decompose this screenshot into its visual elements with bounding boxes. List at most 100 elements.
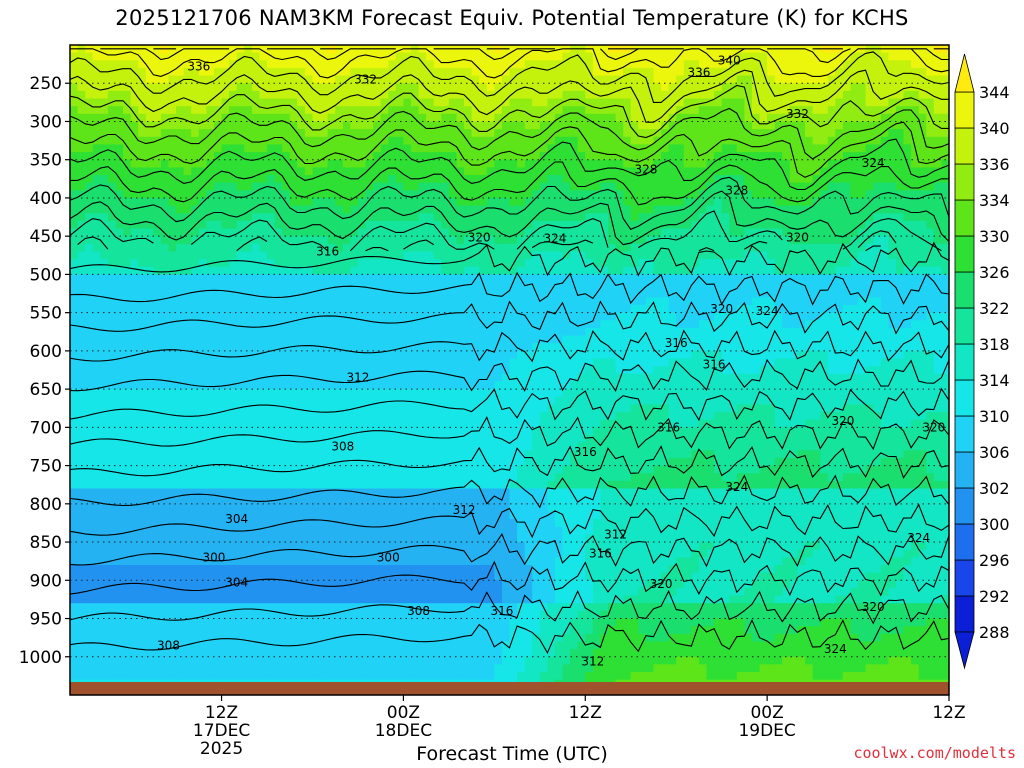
field-cell [214,595,223,604]
field-cell [274,167,283,176]
field-cell [342,435,351,444]
field-cell [509,136,518,145]
field-cell [70,243,79,252]
field-cell [464,251,473,260]
field-cell [395,358,404,367]
field-cell [92,511,101,520]
field-cell [320,289,329,298]
field-cell [335,603,344,612]
field-cell [259,649,268,658]
field-cell [426,557,435,566]
field-cell [274,549,283,558]
field-cell [274,327,283,337]
field-cell [259,144,268,153]
field-cell [471,282,480,291]
field-cell [77,205,86,214]
field-cell [312,641,321,650]
field-cell [282,358,291,367]
field-cell [130,603,139,612]
field-cell [350,243,359,252]
field-cell [297,565,306,574]
field-cell [123,641,132,650]
field-cell [267,197,276,207]
field-cell [479,649,488,658]
field-cell [138,289,147,298]
field-cell [509,121,518,130]
field-cell [168,587,177,597]
field-cell [259,129,268,138]
field-cell [191,167,200,176]
field-cell [335,526,344,535]
field-cell [153,427,162,436]
field-cell [244,419,253,428]
field-cell [297,358,306,367]
field-cell [160,511,170,520]
field-cell [312,175,321,184]
field-cell [297,610,306,620]
field-cell [365,320,374,329]
field-cell [327,175,336,184]
field-cell [426,366,435,375]
field-cell [433,136,442,145]
field-cell [494,259,503,268]
field-cell [267,519,276,528]
field-cell [138,419,147,428]
field-cell [244,343,253,352]
field-cell [107,572,117,581]
field-cell [411,519,420,528]
field-cell [312,534,321,543]
field-cell [357,404,367,413]
field-cell [403,672,412,681]
field-cell [403,83,412,92]
field-cell [433,534,442,543]
field-cell [312,580,321,589]
field-cell [297,175,306,184]
field-cell [320,144,329,153]
field-cell [229,404,238,413]
field-cell [327,305,336,314]
field-cell [342,473,351,482]
field-cell [395,67,404,77]
field-cell [388,350,397,360]
field-cell [77,633,86,642]
field-cell [342,389,351,398]
field-cell [426,511,435,520]
field-cell [471,67,480,77]
field-cell [365,366,374,375]
field-cell [145,450,154,459]
field-cell [335,266,344,275]
field-cell [85,549,94,558]
field-cell [145,60,154,69]
field-cell [70,542,79,551]
field-cell [251,595,261,604]
field-cell [380,175,389,184]
field-cell [418,327,427,337]
field-cell [380,672,389,681]
field-cell [115,465,124,474]
field-cell [183,396,192,405]
field-cell [380,350,389,360]
field-cell [123,60,132,69]
field-cell [418,641,427,650]
field-cell [138,121,147,130]
field-cell [289,656,298,665]
field-cell [70,60,79,69]
field-cell [100,274,109,283]
field-cell [433,412,442,421]
field-cell [388,480,397,490]
field-cell [282,649,291,658]
field-cell [320,595,329,604]
field-cell [335,243,344,252]
field-cell [107,526,117,535]
field-cell [160,404,170,413]
field-cell [380,649,389,658]
field-cell [380,565,389,574]
field-cell [479,412,488,421]
field-cell [214,412,223,421]
field-cell [70,442,79,451]
field-cell [244,503,253,512]
field-cell [509,197,518,207]
field-cell [486,259,495,268]
field-cell [282,366,291,375]
field-cell [153,60,162,69]
